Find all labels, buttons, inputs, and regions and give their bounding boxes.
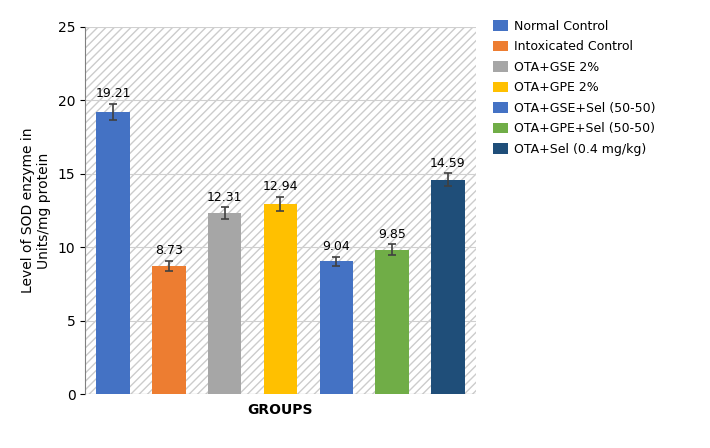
Bar (97, 112, 130, 394)
X-axis label: GROUPS: GROUPS (248, 403, 313, 417)
Bar (376, 250, 409, 394)
Bar (431, 180, 464, 394)
Text: 12.94: 12.94 (263, 180, 298, 193)
Text: 19.21: 19.21 (95, 87, 131, 100)
Bar (208, 213, 241, 394)
Text: 9.04: 9.04 (322, 240, 350, 253)
Text: 12.31: 12.31 (207, 191, 242, 204)
Bar (152, 266, 185, 394)
Bar (85, 27, 476, 394)
Y-axis label: Level of SOD enzyme in
Units/mg protein: Level of SOD enzyme in Units/mg protein (21, 128, 51, 293)
Bar (263, 204, 297, 394)
Text: 8.73: 8.73 (155, 244, 182, 257)
Bar (320, 261, 353, 394)
Text: 14.59: 14.59 (430, 156, 466, 169)
Text: 9.85: 9.85 (378, 228, 406, 241)
Legend: Normal Control, Intoxicated Control, OTA+GSE 2%, OTA+GPE 2%, OTA+GSE+Sel (50-50): Normal Control, Intoxicated Control, OTA… (493, 20, 655, 156)
